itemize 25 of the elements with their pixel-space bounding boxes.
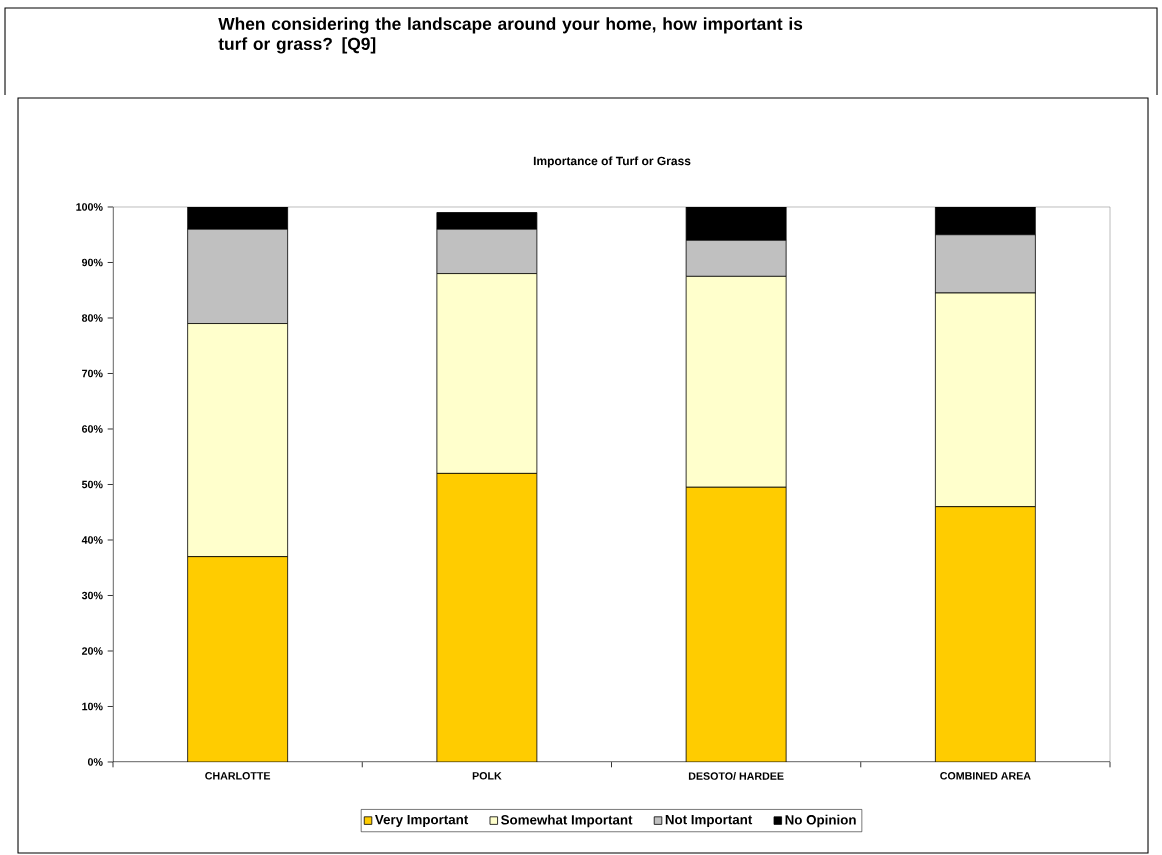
y-tick-label: 40% xyxy=(81,536,103,544)
bar xyxy=(934,506,1036,762)
legend-label: Not Important xyxy=(665,815,753,827)
y-tick-label: 0% xyxy=(87,758,103,766)
x-tick-label: DESOTO/ HARDEE xyxy=(688,772,784,780)
y-tick-label: 10% xyxy=(82,702,103,711)
y-tick-label: 70% xyxy=(82,369,103,378)
legend-label: Very Important xyxy=(374,815,469,827)
x-tick-label: POLK xyxy=(472,772,502,780)
y-tick-label: 20% xyxy=(81,647,103,655)
y-tick-label: 90% xyxy=(81,258,103,267)
legend-label: Somewhat Important xyxy=(501,814,633,828)
bar xyxy=(436,473,537,762)
x-tick-label: COMBINED AREA xyxy=(940,772,1031,780)
chart-title: When considering the landscape around your home, how important is turf or grass? [Q9] xyxy=(218,17,803,54)
y-tick-label: 50% xyxy=(81,480,103,489)
chart-subtitle: Importance of Turf or Grass xyxy=(533,156,691,168)
legend-label: No Opinion xyxy=(785,814,856,828)
x-tick-label: CHARLOTTE xyxy=(205,772,271,780)
y-tick-label: 60% xyxy=(82,425,103,433)
bar xyxy=(187,556,288,762)
bar xyxy=(686,487,787,762)
y-tick-label: 30% xyxy=(81,591,103,600)
y-tick-label: 80% xyxy=(81,314,103,322)
y-tick-label: 100% xyxy=(76,203,103,211)
